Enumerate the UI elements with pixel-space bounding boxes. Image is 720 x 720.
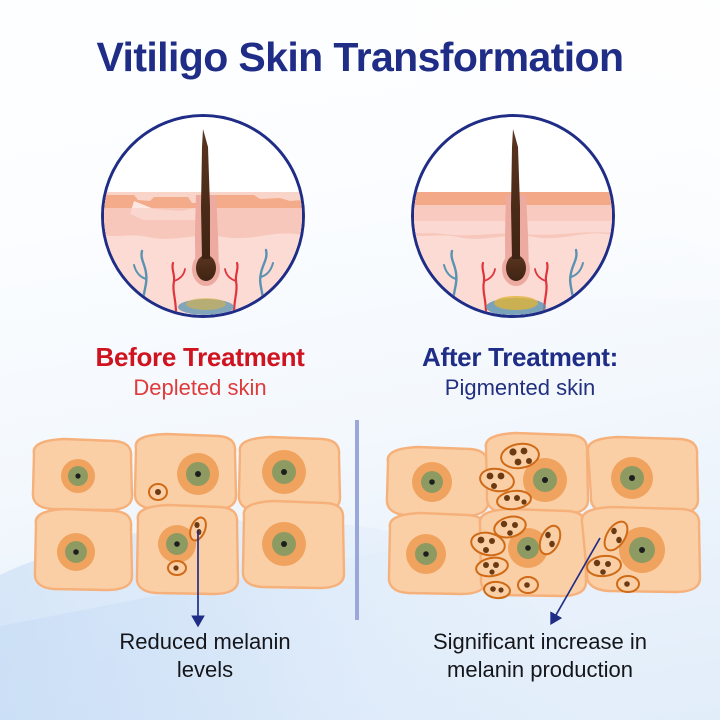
note-before: Reduced melanin levels bbox=[45, 628, 365, 683]
skin-cross-section-depleted-svg bbox=[104, 117, 302, 315]
note-after-line1: Significant increase in bbox=[432, 629, 647, 654]
note-before-line2: levels bbox=[176, 656, 234, 682]
cell-cluster-before bbox=[22, 432, 346, 602]
caption-before: Before Treatment Depleted skin bbox=[35, 342, 365, 401]
skin-cross-section-pigmented-svg bbox=[414, 117, 612, 315]
caption-after-subtitle: Pigmented skin bbox=[444, 375, 596, 401]
cell-cluster-after bbox=[380, 431, 710, 602]
caption-before-title: Before Treatment bbox=[95, 342, 305, 372]
note-before-line1: Reduced melanin bbox=[119, 629, 291, 654]
melanosome bbox=[148, 483, 207, 576]
skin-diagram-before bbox=[101, 114, 305, 318]
section-divider bbox=[355, 420, 359, 620]
page-title: Vitiligo Skin Transformation bbox=[96, 34, 625, 80]
note-after: Significant increase in melanin producti… bbox=[370, 628, 710, 683]
caption-before-subtitle: Depleted skin bbox=[133, 375, 267, 401]
caption-after: After Treatment: Pigmented skin bbox=[355, 342, 685, 401]
skin-diagram-after bbox=[411, 114, 615, 318]
caption-after-title: After Treatment: bbox=[421, 342, 618, 372]
keratinocyte-cluster-depleted bbox=[31, 432, 346, 596]
note-after-line2: melanin production bbox=[447, 656, 633, 682]
keratinocyte-cluster-pigmented bbox=[385, 431, 702, 600]
